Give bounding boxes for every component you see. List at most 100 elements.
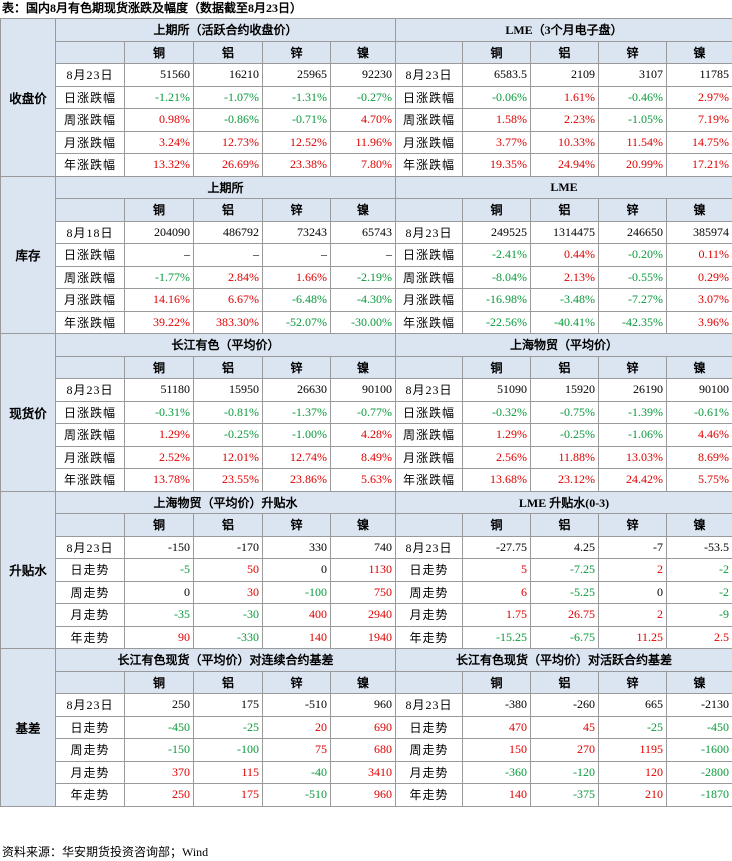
value-cell: 10.33% [530, 130, 599, 154]
column-header: 锌 [598, 513, 667, 537]
value-cell: 2.13% [530, 265, 599, 289]
data-row: 年走势 250 175 -510 960 年走势 140 -375 210 -1870 [1, 783, 732, 807]
value-cell: 50 [193, 558, 263, 582]
column-header: 铜 [124, 513, 194, 537]
column-header: 铜 [124, 670, 194, 694]
column-header: 镍 [330, 670, 396, 694]
value-cell: -360 [462, 760, 531, 784]
column-header: 镍 [330, 40, 396, 64]
value-cell: 11785 [665, 63, 732, 87]
value-cell: 14.75% [665, 130, 732, 154]
value-cell: -510 [262, 783, 331, 807]
group-header-row: 基差 长江有色现货（平均价）对连续合约基差 长江有色现货（平均价）对活跃合约基差 [0, 648, 732, 807]
data-row: 年走势 90 -330 140 1940 年走势 -15.25 -6.75 11.25 2.5 [1, 625, 732, 649]
data-row: 周涨跌幅 0.98% -0.86% -0.71% 4.70% 周涨跌幅 1.58% 2.23%… [1, 108, 732, 132]
value-cell: -7.25 [530, 558, 599, 582]
column-header: 锌 [262, 670, 331, 694]
data-row: 8月18日 204090 486792 73243 65743 8月23日 249525 13… [1, 220, 732, 244]
value-cell: 5.75% [665, 468, 732, 492]
column-header: 铝 [530, 198, 599, 222]
data-row: 周涨跌幅 1.29% -0.25% -1.00% 4.28% 周涨跌幅 1.29% -0.25… [1, 423, 732, 447]
column-header: 铝 [193, 513, 263, 537]
value-cell: 6 [462, 580, 531, 604]
column-header: 锌 [598, 670, 667, 694]
value-cell: -22.56% [462, 310, 531, 334]
section-label: 库存 [0, 175, 56, 334]
value-cell: -1.06% [598, 423, 667, 447]
value-cell: 2.56% [462, 445, 531, 469]
row-label: 8月23日 [395, 378, 463, 402]
data-row: 日涨跌幅 – – – – 日涨跌幅 -2.41% 0.44% -0.20% 0.11% [1, 243, 732, 267]
value-cell: 486792 [193, 220, 263, 244]
value-cell: 24.94% [530, 153, 599, 177]
value-cell: 2.5 [665, 625, 732, 649]
data-row: 日涨跌幅 -1.21% -1.07% -1.31% -0.27% 日涨跌幅 -0.06% 1.… [1, 85, 732, 109]
value-cell: 0 [124, 580, 194, 604]
column-header: 铜 [124, 40, 194, 64]
value-cell: 13.68% [462, 468, 531, 492]
column-header: 铝 [193, 40, 263, 64]
data-row: 月走势 370 115 -40 3410 月走势 -360 -120 120 -2800 [1, 760, 732, 784]
value-cell: 250 [124, 783, 194, 807]
data-row: 日涨跌幅 -0.31% -0.81% -1.37% -0.77% 日涨跌幅 -0.32% -0… [1, 400, 732, 424]
value-cell: 740 [330, 535, 396, 559]
value-cell: 3.96% [665, 310, 732, 334]
value-cell: 90 [124, 625, 194, 649]
value-cell: 2.97% [665, 85, 732, 109]
value-cell: 11.54% [598, 130, 667, 154]
value-cell: 2940 [330, 603, 396, 627]
section-label: 基差 [0, 648, 56, 807]
value-cell: 1314475 [530, 220, 599, 244]
value-cell: 12.74% [262, 445, 331, 469]
header-blank [55, 40, 125, 64]
row-label: 年涨跌幅 [395, 310, 463, 334]
data-row: 日走势 -5 50 0 1130 日走势 5 -7.25 2 -2 [1, 558, 732, 582]
value-cell: -30 [193, 603, 263, 627]
value-cell: -0.81% [193, 400, 263, 424]
row-label: 周走势 [395, 580, 463, 604]
value-cell: 383.30% [193, 310, 263, 334]
value-cell: 8.49% [330, 445, 396, 469]
value-cell: -30.00% [330, 310, 396, 334]
value-cell: 12.73% [193, 130, 263, 154]
row-label: 8月23日 [395, 693, 463, 717]
value-cell: 960 [330, 693, 396, 717]
value-cell: 1.58% [462, 108, 531, 132]
row-label: 年涨跌幅 [55, 310, 125, 334]
column-header: 铝 [193, 355, 263, 379]
value-cell: -170 [193, 535, 263, 559]
value-cell: 2 [598, 603, 667, 627]
value-cell: -7.27% [598, 288, 667, 312]
column-header: 锌 [598, 198, 667, 222]
value-cell: -5.25 [530, 580, 599, 604]
value-cell: 1.29% [124, 423, 194, 447]
column-header: 铝 [530, 513, 599, 537]
group-title: 上期所 [55, 175, 396, 199]
row-label: 年涨跌幅 [55, 468, 125, 492]
value-cell: -25 [598, 715, 667, 739]
value-cell: -4.30% [330, 288, 396, 312]
column-header: 镍 [665, 355, 732, 379]
row-label: 月走势 [395, 603, 463, 627]
value-cell: 7.80% [330, 153, 396, 177]
row-label: 月涨跌幅 [55, 445, 125, 469]
value-cell: 26190 [598, 378, 667, 402]
table-body: 收盘价 上期所（活跃合约收盘价） LME（3个月电子盘）铜铝锌镍铜铝锌镍 8月23日 5… [0, 18, 732, 807]
header-blank [395, 40, 463, 64]
section-label: 升贴水 [0, 490, 56, 649]
value-cell: 400 [262, 603, 331, 627]
value-cell: -380 [462, 693, 531, 717]
value-cell: 0 [262, 558, 331, 582]
row-label: 月走势 [55, 603, 125, 627]
value-cell: -9 [665, 603, 732, 627]
column-header: 锌 [262, 198, 331, 222]
column-header: 铜 [462, 40, 531, 64]
row-label: 日涨跌幅 [55, 85, 125, 109]
value-cell: -1.37% [262, 400, 331, 424]
source-note: 资料来源：华安期货投资咨询部；Wind [2, 845, 209, 859]
value-cell: 1940 [330, 625, 396, 649]
data-row: 年涨跌幅 13.32% 26.69% 23.38% 7.80% 年涨跌幅 19.35% 24.… [1, 153, 732, 177]
value-cell: -8.04% [462, 265, 531, 289]
value-cell: -0.61% [665, 400, 732, 424]
value-cell: 25965 [262, 63, 331, 87]
